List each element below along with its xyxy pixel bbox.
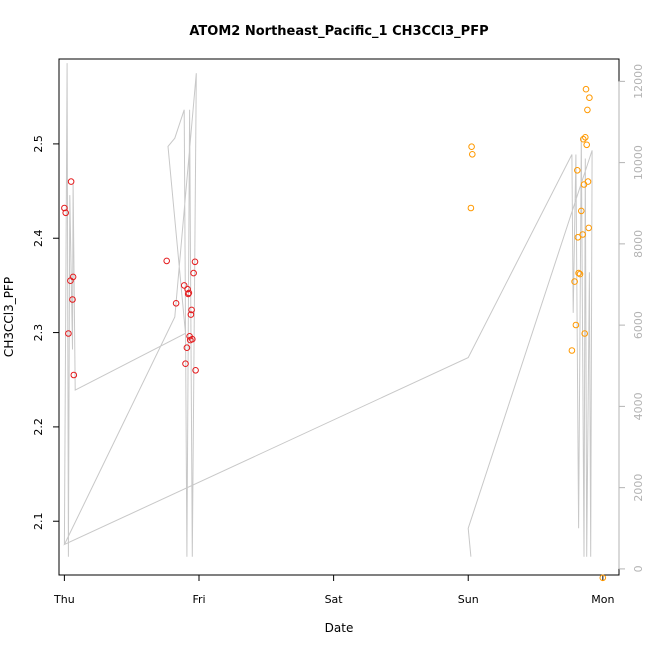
y2-tick-label: 8000 [632, 230, 645, 258]
data-point-series-2 [469, 151, 476, 158]
data-point-series-2 [584, 178, 592, 185]
data-point-series-2 [575, 269, 582, 277]
data-point-series-2 [571, 278, 578, 285]
data-point-series-1 [185, 289, 193, 297]
y2-tick-label: 12000 [632, 64, 645, 99]
data-point-series-2 [568, 347, 576, 354]
y2-tick-label: 2000 [632, 474, 645, 502]
y2-tick-label: 10000 [632, 145, 645, 180]
data-point-series-2 [574, 167, 581, 174]
y-tick-label: 2.5 [32, 135, 45, 153]
y-tick-label: 2.4 [32, 229, 45, 247]
data-point-series-2 [582, 85, 590, 93]
data-point-series-1 [187, 311, 195, 318]
data-point-series-1 [184, 285, 191, 293]
data-point-series-2 [578, 207, 585, 215]
altitude-layer [63, 63, 593, 557]
x-tick-label: Sat [325, 593, 344, 606]
data-point-series-2 [582, 134, 589, 141]
data-point-series-2 [576, 270, 584, 278]
data-point-series-1 [184, 290, 192, 298]
data-point-series-1 [62, 209, 69, 217]
y-tick-label: 2.1 [32, 512, 45, 530]
data-point-series-2 [599, 574, 607, 582]
data-point-series-1 [163, 257, 170, 265]
x-axis: Thu Fri Sat Sun Mon [53, 574, 614, 606]
data-point-series-2 [579, 231, 587, 238]
data-point-series-1 [180, 282, 188, 289]
data-point-series-2 [585, 224, 593, 232]
data-point-series-1 [70, 371, 78, 379]
data-point-series-1 [65, 330, 72, 337]
data-point-series-2 [581, 330, 589, 337]
data-point-series-2 [572, 321, 580, 329]
data-point-series-1 [190, 269, 197, 277]
data-point-series-1 [188, 306, 195, 314]
y-tick-label: 2.2 [32, 418, 45, 436]
y-axis: 2.1 2.2 2.3 2.4 2.5 [32, 135, 60, 530]
data-point-series-2 [586, 94, 593, 101]
data-point-series-1 [192, 367, 199, 374]
y-tick-label: 2.3 [32, 324, 45, 342]
data-point-series-2 [467, 204, 475, 212]
y2-tick-label: 6000 [632, 311, 645, 339]
y2-axis: 0 2000 4000 6000 8000 10000 12000 [618, 64, 645, 572]
data-point-series-1 [189, 335, 196, 343]
data-point-series-1 [191, 258, 199, 266]
plot-frame [58, 58, 620, 576]
y2-tick-label: 0 [632, 565, 645, 572]
data-point-series-1 [69, 296, 76, 303]
chart-title: ATOM2 Northeast_Pacific_1 CH3CCl3_PFP [189, 24, 488, 39]
data-point-series-1 [183, 344, 191, 352]
data-point-series-1 [67, 178, 75, 185]
x-tick-label: Fri [192, 593, 205, 606]
y-axis-label: CH3CCl3_PFP [2, 277, 16, 357]
data-point-series-2 [583, 141, 591, 149]
data-point-series-1 [182, 360, 189, 368]
data-point-series-1 [172, 300, 180, 307]
x-axis-label: Date [325, 621, 354, 635]
x-tick-label: Mon [591, 593, 614, 606]
x-tick-label: Thu [53, 593, 75, 606]
x-tick-label: Sun [458, 593, 479, 606]
altitude-line [63, 63, 593, 557]
data-point-series-2 [468, 143, 475, 150]
data-point-series-2 [574, 234, 582, 241]
points-layer [61, 85, 607, 582]
data-point-series-2 [580, 135, 587, 143]
data-point-series-1 [61, 204, 68, 212]
data-point-series-1 [69, 273, 77, 281]
y2-tick-label: 4000 [632, 392, 645, 420]
data-point-series-2 [584, 106, 591, 114]
